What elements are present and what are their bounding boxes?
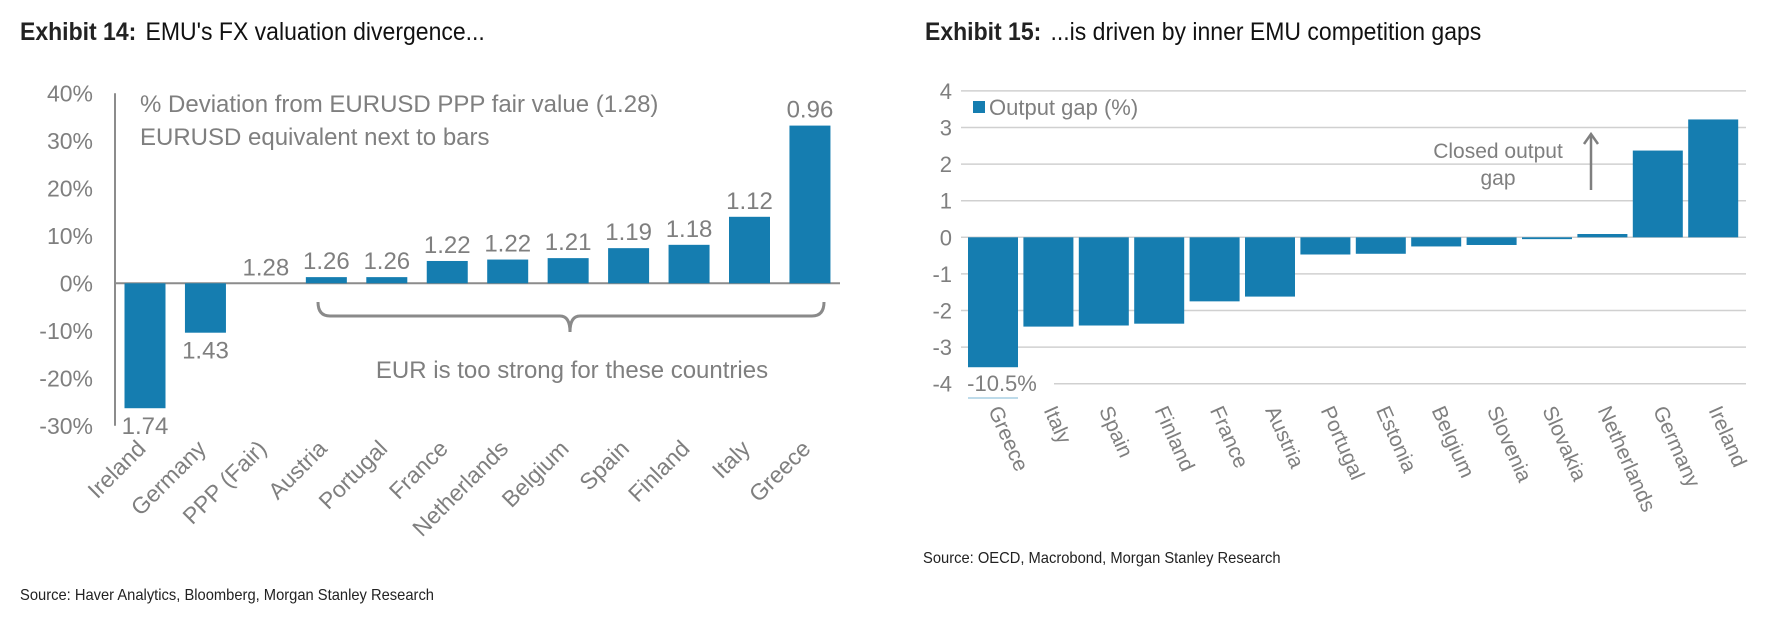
x-tick-label: Estonia (1371, 403, 1421, 477)
data-label: 1.43 (182, 338, 229, 365)
y-tick-label: 0% (60, 270, 93, 296)
x-tick-label: Germany (1648, 403, 1704, 492)
y-tick-label: -20% (39, 365, 93, 391)
y-tick-label: 10% (47, 223, 93, 249)
exhibit-14-title: Exhibit 14: EMU's FX valuation divergence… (20, 18, 485, 47)
y-tick-label: 30% (47, 128, 93, 154)
bar-france (1189, 237, 1240, 302)
x-tick-label: Italy (707, 435, 756, 484)
exhibit-15-label: Exhibit 15: (925, 18, 1042, 46)
bar-netherlands (1577, 234, 1628, 238)
y-tick-label: -10% (39, 318, 93, 344)
data-label: 1.26 (303, 248, 350, 275)
bar-greece (789, 125, 831, 284)
data-label: 1.18 (666, 216, 713, 243)
x-tick-label: Austria (1260, 403, 1308, 472)
data-label: 1.19 (605, 219, 652, 246)
bar-portugal (366, 277, 408, 284)
fx-valuation-chart: 40%30%20%10%0%-10%-20%-30% 1.74Ireland1.4… (39, 80, 840, 541)
data-label: 1.12 (726, 188, 773, 215)
x-tick-label: Spain (1094, 403, 1137, 461)
bracket-label: EUR is too strong for these countries (376, 357, 768, 384)
x-tick-label: Finland (1150, 403, 1199, 475)
bar-france (426, 260, 468, 284)
y-tick-label: -4 (932, 372, 952, 397)
y-tick-label: 3 (940, 116, 952, 141)
y-tick-label: 0 (940, 225, 952, 250)
annotation-line-2: EURUSD equivalent next to bars (140, 124, 490, 151)
bar-netherlands (487, 259, 529, 284)
annotation-line-1: % Deviation from EURUSD PPP fair value (… (140, 91, 658, 118)
bar-spain (1078, 237, 1129, 326)
bar-ireland (124, 283, 166, 409)
y-tick-label: -3 (932, 335, 952, 360)
data-label: 0.96 (787, 97, 834, 124)
y-tick-label: -1 (932, 262, 952, 287)
bar-slovakia (1522, 237, 1572, 240)
y-tick-label: 20% (47, 175, 93, 201)
bar-germany (1632, 150, 1683, 238)
legend-swatch (973, 101, 985, 113)
bar-germany (184, 283, 226, 333)
x-tick-label: Slovakia (1537, 403, 1590, 485)
x-tick-label: Portugal (1316, 403, 1369, 484)
data-label: 1.22 (424, 232, 471, 259)
closed-gap-annotation-line-1: Closed output (1433, 140, 1563, 163)
x-tick-label: Greece (983, 403, 1032, 475)
data-label: 1.26 (363, 248, 410, 275)
up-arrow-icon (1582, 131, 1600, 190)
data-label: 1.22 (484, 231, 531, 258)
data-label: 1.74 (122, 413, 169, 440)
x-tick-label: Belgium (497, 435, 574, 512)
bar-slovenia (1466, 237, 1517, 245)
bar-finland (668, 244, 710, 284)
x-tick-label: Slovenia (1482, 403, 1536, 486)
x-tick-label: Ireland (1704, 403, 1751, 471)
legend-label: Output gap (%) (989, 95, 1138, 120)
x-tick-label: France (1205, 403, 1253, 472)
exhibit-14-source: Source: Haver Analytics, Bloomberg, Morg… (20, 587, 434, 604)
closed-gap-annotation-line-2: gap (1480, 167, 1515, 190)
data-label: 1.28 (243, 254, 290, 281)
bar-italy (729, 216, 770, 284)
exhibit-14-title-text: EMU's FX valuation divergence... (145, 18, 485, 46)
exhibit-14-label: Exhibit 14: (20, 18, 137, 46)
bracket (316, 301, 826, 333)
bar-belgium (1411, 237, 1462, 247)
exhibit-15-title-text: ...is driven by inner EMU competition ga… (1050, 18, 1482, 46)
y-tick-label: 1 (940, 189, 952, 214)
x-tick-label: Netherlands (1593, 403, 1660, 516)
clipped-value-label: -10.5% (967, 371, 1037, 396)
y-tick-label: -2 (932, 299, 952, 324)
x-tick-label: Greece (744, 435, 816, 507)
data-label: 1.21 (545, 229, 592, 256)
y-tick-label: 2 (940, 152, 952, 177)
bar-portugal (1300, 237, 1351, 255)
y-tick-label: 40% (47, 80, 93, 106)
exhibit-15-title: Exhibit 15: ...is driven by inner EMU com… (925, 18, 1481, 47)
exhibit-15-source: Source: OECD, Macrobond, Morgan Stanley … (923, 550, 1281, 567)
bar-finland (1134, 237, 1185, 324)
x-tick-label: Italy (1039, 403, 1076, 448)
bar-austria (305, 277, 347, 284)
bar-spain (608, 248, 650, 284)
x-tick-label: Belgium (1427, 403, 1479, 482)
bar-ireland (1688, 119, 1739, 238)
bar-italy (1023, 237, 1074, 327)
y-tick-label: 4 (940, 79, 952, 104)
bar-belgium (547, 258, 589, 284)
bar-estonia (1355, 237, 1406, 254)
bar-greece (968, 237, 1018, 368)
x-tick-label: Finland (623, 435, 695, 507)
y-tick-label: -30% (39, 413, 93, 439)
bar-austria (1245, 237, 1295, 297)
